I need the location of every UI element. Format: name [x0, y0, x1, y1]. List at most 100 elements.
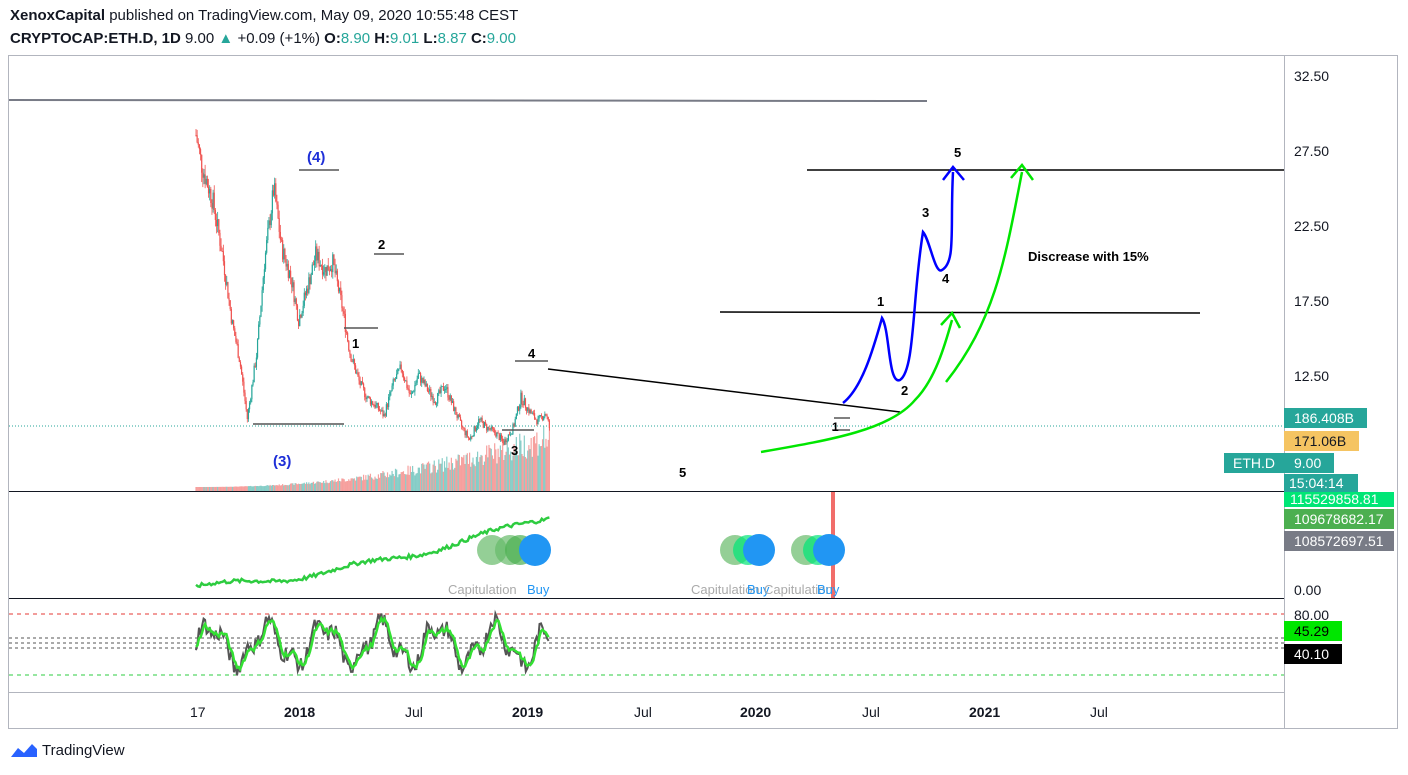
candle-body — [513, 424, 515, 427]
volume-bar — [351, 478, 353, 491]
volume-bar — [464, 463, 466, 491]
candle-body — [462, 426, 464, 428]
candle-body — [367, 396, 369, 398]
volume-bar — [516, 455, 519, 491]
volume-bar — [201, 486, 203, 491]
candle-body — [499, 434, 501, 440]
volume-bar — [413, 471, 415, 491]
price-tick-label: 32.50 — [1294, 68, 1329, 84]
volume-bar — [489, 447, 491, 491]
volume-bar — [369, 473, 372, 491]
volume-bar — [361, 480, 364, 491]
candle-body — [464, 428, 466, 436]
candle-body — [467, 436, 470, 438]
volume-bar — [407, 465, 409, 491]
volume-bar — [364, 479, 366, 491]
volume-bar — [275, 485, 277, 491]
volume-bar — [328, 482, 330, 491]
volume-bar — [278, 484, 280, 491]
candle-body — [347, 332, 349, 341]
candle-body — [377, 403, 379, 410]
volume-bar — [215, 486, 218, 491]
price-tick-label: 27.50 — [1294, 143, 1329, 159]
volume-bar — [231, 486, 234, 491]
candle-body — [390, 391, 392, 393]
time-axis: 17 2018 Jul 2019 Jul 2020 Jul 2021 Jul — [190, 704, 1108, 720]
volume-bar — [416, 473, 418, 491]
candle-body — [302, 305, 304, 314]
candle-body — [397, 368, 399, 374]
candle-body — [250, 399, 252, 403]
candle-body — [334, 264, 336, 274]
candle-body — [292, 282, 294, 288]
published-text: published on TradingView.com, May 09, 20… — [109, 7, 519, 24]
candle-body — [471, 436, 473, 438]
volume-bar — [415, 473, 417, 491]
volume-bar — [450, 457, 452, 491]
volume-bar — [422, 463, 424, 491]
volume-bar — [304, 483, 307, 491]
candle-body — [441, 386, 443, 387]
candle-body — [439, 390, 441, 393]
candle-body — [218, 219, 220, 233]
candle-body — [199, 149, 202, 155]
candle-body — [518, 406, 520, 411]
footer-brand[interactable]: TradingView — [10, 741, 125, 759]
candle-body — [533, 413, 536, 419]
candle-body — [503, 440, 505, 445]
badge-bg-2 — [1284, 431, 1359, 451]
candle-body — [537, 418, 539, 425]
volume-bar — [384, 475, 386, 491]
candle-body — [318, 251, 320, 267]
candle-body — [514, 419, 516, 427]
volume-bar — [393, 476, 395, 491]
badge-market-cap: 186.408B — [1294, 410, 1354, 426]
volume-bar — [210, 486, 212, 491]
candle-body — [386, 404, 389, 408]
candle-body — [204, 174, 206, 184]
symbol-name[interactable]: CRYPTOCAP:ETH.D, 1D — [10, 30, 181, 47]
volume-bar — [491, 455, 493, 491]
volume-bar — [211, 486, 213, 491]
candle-body — [484, 422, 487, 425]
brand-name: TradingView — [42, 741, 125, 759]
blue-wave-projection — [842, 171, 955, 404]
candle-body — [277, 204, 279, 219]
volume-bar — [293, 484, 295, 491]
candle-body — [293, 282, 295, 303]
candle-body — [407, 387, 409, 390]
green-arrow-head-icon — [940, 310, 962, 329]
candle-body — [507, 434, 509, 441]
volume-bar — [438, 459, 440, 491]
osc-badge-bg-2 — [1284, 644, 1342, 664]
volume-bar — [410, 472, 413, 491]
volume-bar — [473, 464, 475, 491]
candle-body — [317, 251, 319, 261]
candle-body — [451, 401, 454, 403]
volume-bar — [447, 467, 449, 491]
volume-bar — [292, 483, 294, 491]
volume-bar — [370, 477, 373, 491]
candle-body — [195, 135, 197, 136]
candle-body — [433, 401, 435, 403]
candle-body — [286, 263, 288, 267]
volume-bar — [217, 486, 219, 491]
volume-bar — [494, 443, 496, 491]
volume-bar — [412, 465, 414, 491]
volume-bar — [302, 483, 304, 491]
candle-body — [483, 422, 486, 428]
candle-body — [348, 340, 350, 351]
candle-body — [448, 397, 450, 400]
volume-bar — [333, 481, 335, 491]
candle-body — [524, 398, 527, 408]
volume-bar — [544, 447, 546, 491]
badge-bg-3 — [1284, 453, 1334, 473]
candle-body — [362, 383, 365, 388]
candle-body — [535, 418, 537, 420]
wave-label: 3 — [511, 443, 518, 458]
candle-body — [263, 269, 265, 278]
candle-body — [210, 188, 212, 204]
candle-body — [376, 403, 378, 405]
volume-bar — [236, 486, 238, 491]
